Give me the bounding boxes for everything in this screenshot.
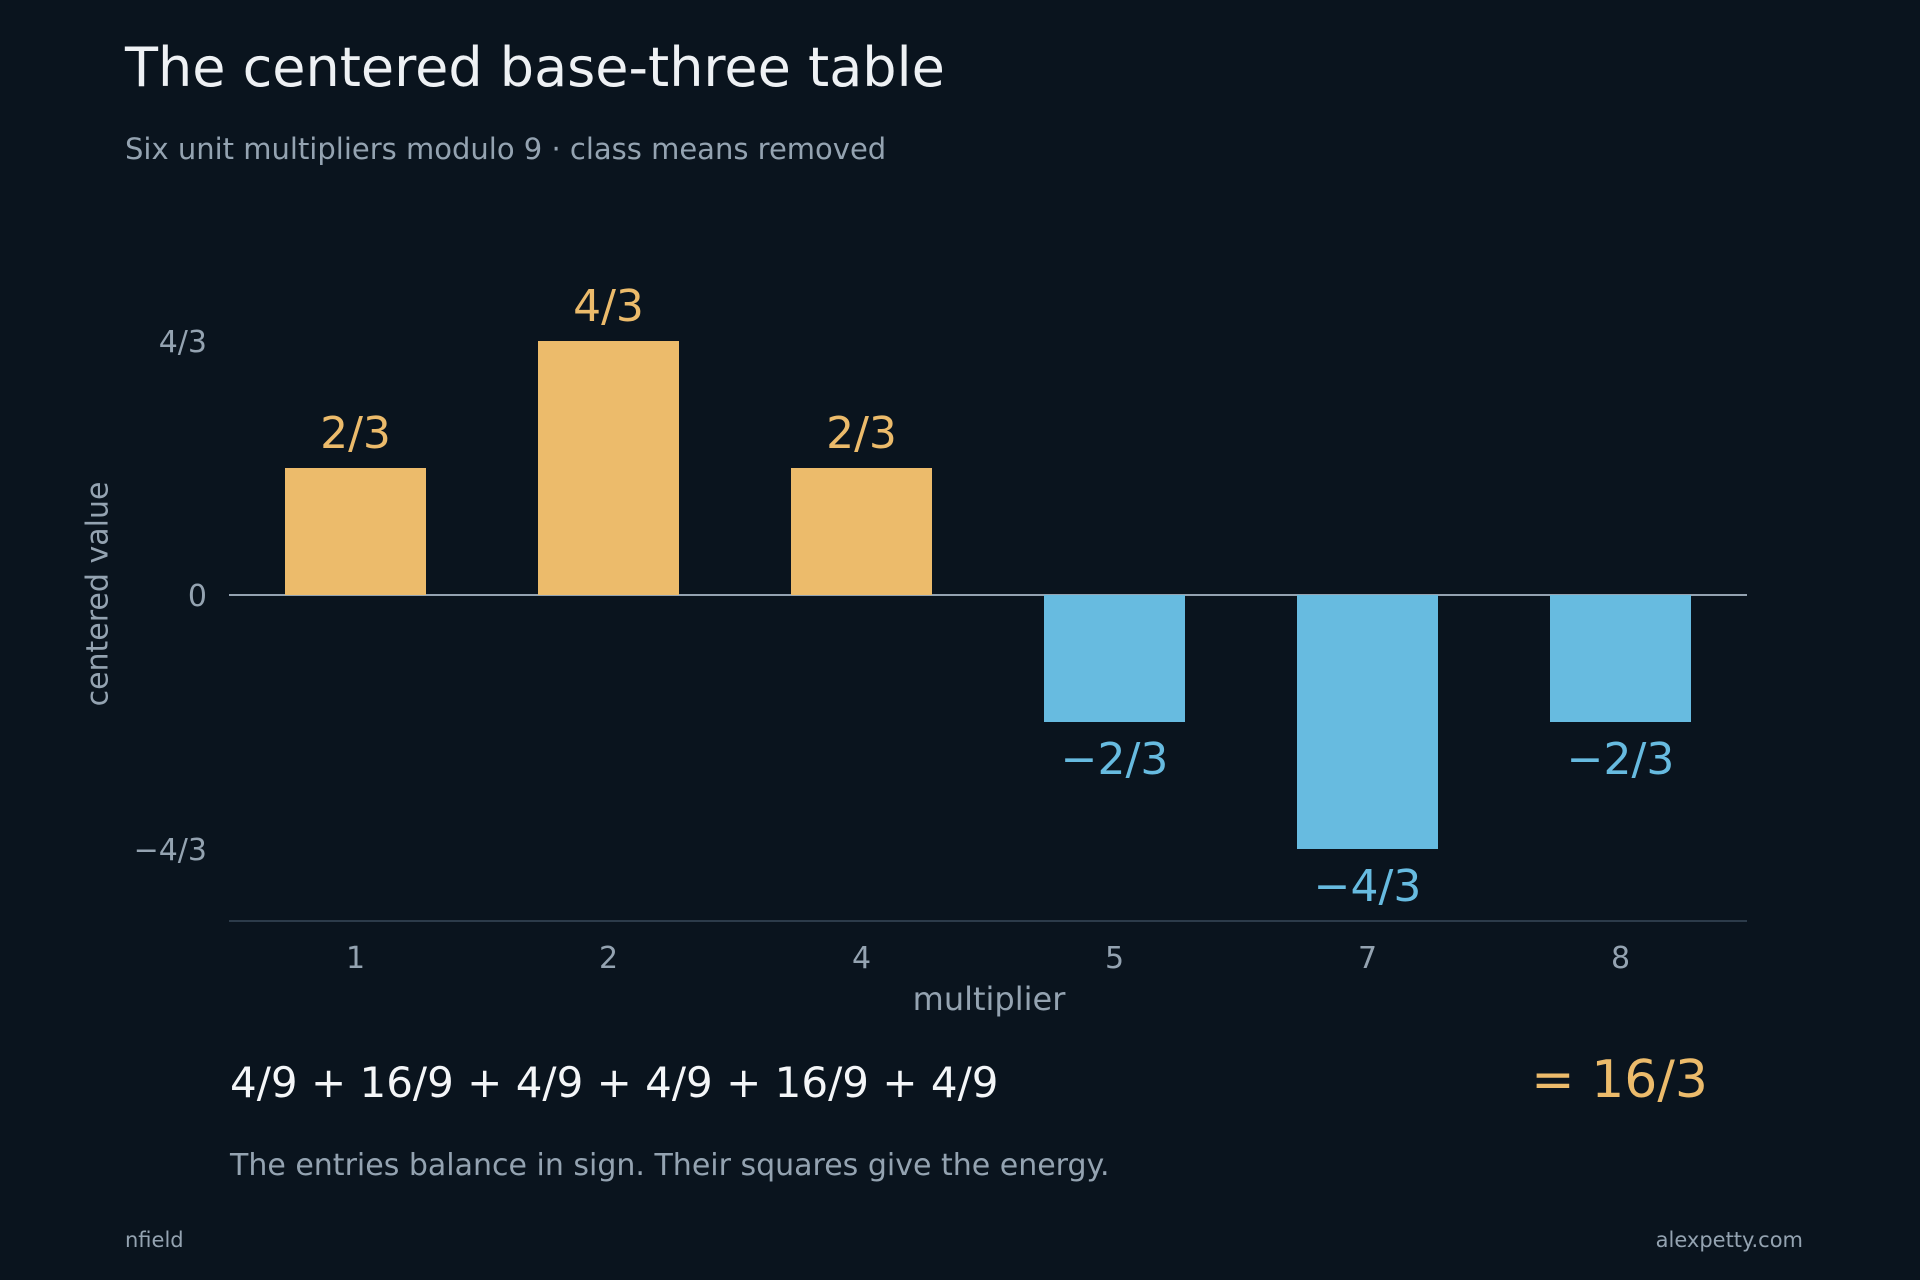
footer-right: alexpetty.com [1655,1228,1803,1252]
bar-8 [1550,595,1691,723]
x-tick-label: 8 [1611,941,1630,976]
data-labels: 2/3 4/3 2/3 −2/3 −4/3 −2/3 [320,281,1674,912]
footer-left: nfield [125,1228,184,1252]
bar-2 [538,341,679,595]
x-tick-label: 7 [1358,941,1377,976]
x-tick-label: 5 [1105,941,1124,976]
bars [285,341,1691,849]
data-label: −4/3 [1314,861,1422,912]
bar-7 [1297,595,1438,849]
bar-1 [285,467,426,595]
data-label: 4/3 [573,281,644,332]
y-tick-label: 0 [188,579,207,614]
caption: The entries balance in sign. Their squar… [230,1148,1110,1183]
bar-4 [791,467,932,595]
x-axis-label: multiplier [912,980,1066,1018]
y-axis-label: centered value [80,481,116,707]
x-tick-labels: 1 2 4 5 7 8 [346,941,1630,976]
data-label: 2/3 [826,408,897,459]
x-tick-label: 4 [852,941,871,976]
data-label: 2/3 [320,408,391,459]
y-tick-label: −4/3 [134,833,207,868]
y-tick-label: 4/3 [159,325,207,360]
chart-title: The centered base-three table [125,36,945,99]
chart-subtitle: Six unit multipliers modulo 9 · class me… [125,132,887,166]
energy-result: = 16/3 [1531,1050,1708,1110]
sum-of-squares-formula: 4/9 + 16/9 + 4/9 + 4/9 + 16/9 + 4/9 [230,1058,999,1107]
data-label: −2/3 [1061,734,1169,785]
y-tick-labels: 4/3 0 −4/3 [134,325,207,868]
x-tick-label: 2 [599,941,618,976]
x-tick-label: 1 [346,941,365,976]
data-label: −2/3 [1567,734,1675,785]
bar-5 [1044,595,1185,723]
